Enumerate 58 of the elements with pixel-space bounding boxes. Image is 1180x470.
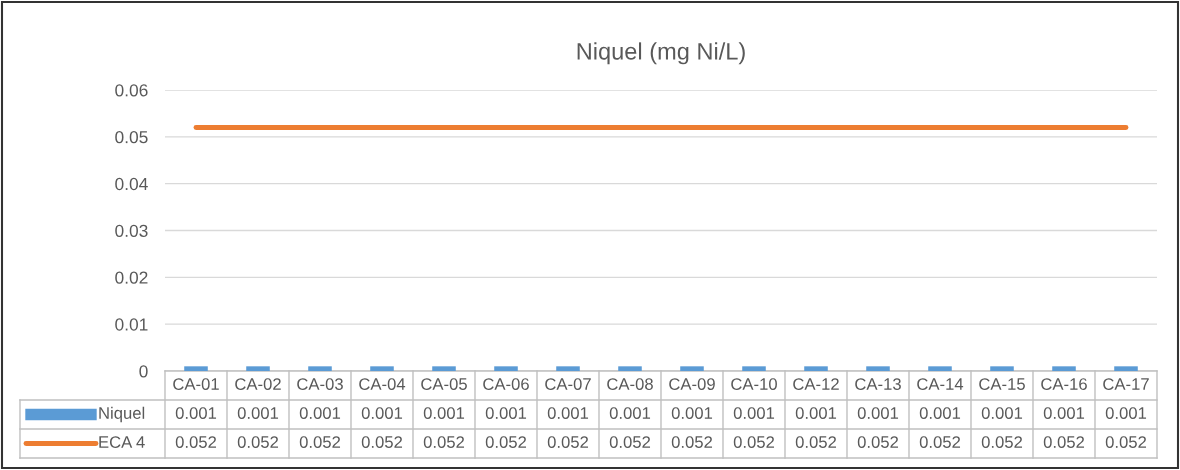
data-label: 0.052 [237, 436, 279, 448]
data-label: 0.001 [857, 407, 899, 419]
x-tick-label: CA-07 [545, 378, 591, 390]
y-tick-label: 0.05 [115, 131, 148, 144]
data-label: 0.001 [423, 407, 465, 419]
x-tick-label: CA-15 [979, 378, 1025, 390]
data-label: 0.052 [423, 436, 465, 448]
legend-label: Niquel [99, 406, 145, 423]
data-label: 0.052 [299, 436, 341, 448]
data-label: 0.001 [981, 407, 1023, 419]
y-tick-label: 0.01 [115, 318, 148, 331]
data-label: 0.052 [733, 436, 775, 448]
x-tick-label: CA-09 [669, 378, 715, 390]
y-tick-label: 0.03 [115, 224, 148, 237]
data-label: 0.001 [175, 407, 217, 419]
data-label: 0.001 [299, 407, 341, 419]
x-tick-label: CA-13 [855, 378, 901, 390]
x-tick-label: CA-01 [173, 378, 219, 390]
data-label: 0.052 [981, 436, 1023, 448]
data-label: 0.001 [671, 407, 713, 419]
x-tick-label: CA-16 [1041, 378, 1087, 390]
data-label: 0.001 [733, 407, 775, 419]
chart-title: Niquel (mg Ni/L) [577, 42, 745, 65]
data-label: 0.001 [547, 407, 589, 419]
x-tick-label: CA-10 [731, 378, 777, 390]
y-tick-label: 0.02 [115, 271, 148, 284]
legend-label: ECA 4 [99, 436, 145, 448]
data-label: 0.001 [1105, 407, 1147, 419]
data-label: 0.052 [547, 436, 589, 448]
data-label: 0.001 [1043, 407, 1085, 419]
data-label: 0.001 [237, 407, 279, 419]
data-label: 0.052 [671, 436, 713, 448]
x-tick-label: CA-14 [917, 378, 964, 390]
x-tick-label: CA-06 [483, 378, 529, 390]
data-label: 0.052 [795, 436, 837, 448]
data-label: 0.052 [1105, 436, 1147, 448]
data-label: 0.052 [857, 436, 899, 448]
x-tick-label: CA-08 [607, 378, 653, 390]
x-tick-label: CA-17 [1103, 378, 1149, 390]
data-label: 0.052 [361, 436, 403, 448]
data-label: 0.001 [795, 407, 837, 419]
data-label: 0.052 [609, 436, 651, 448]
y-tick-label: 0 [139, 365, 148, 378]
data-label: 0.052 [175, 436, 217, 448]
y-tick-label: 0.04 [115, 177, 148, 191]
data-label: 0.052 [1043, 436, 1085, 448]
data-label: 0.001 [485, 407, 527, 419]
data-label: 0.052 [919, 436, 961, 448]
x-tick-label: CA-04 [359, 378, 406, 390]
y-tick-label: 0.06 [115, 84, 148, 97]
data-label: 0.001 [361, 407, 403, 419]
x-tick-label: CA-02 [235, 378, 281, 390]
data-label: 0.052 [485, 436, 527, 448]
x-tick-label: CA-12 [793, 378, 839, 390]
data-label: 0.001 [919, 407, 961, 419]
data-label: 0.001 [609, 407, 651, 419]
x-tick-label: CA-05 [421, 378, 467, 390]
x-tick-label: CA-03 [297, 378, 343, 390]
